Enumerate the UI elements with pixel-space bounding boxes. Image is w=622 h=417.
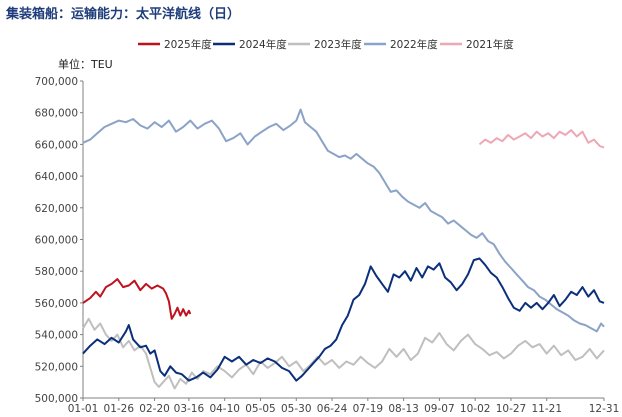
x-tick-label: 05-30	[281, 403, 312, 415]
y-tick-label: 540,000	[35, 330, 78, 342]
legend-label: 2024年度	[239, 38, 287, 51]
y-tick-label: 660,000	[35, 139, 78, 151]
x-tick-label: 05-05	[245, 403, 276, 415]
series-line-3	[82, 108, 605, 333]
x-tick-label: 04-10	[209, 403, 240, 415]
series-line-1	[82, 257, 605, 382]
y-tick-label: 580,000	[35, 266, 78, 278]
chart-title: 集装箱船：运输能力：太平洋航线（日）	[5, 6, 240, 22]
x-tick-label: 08-13	[388, 403, 419, 415]
y-tick-label: 700,000	[35, 76, 78, 88]
y-tick-label: 640,000	[35, 171, 78, 183]
x-tick-label: 06-24	[317, 403, 348, 415]
x-tick-label: 07-19	[353, 403, 384, 415]
chart-axes: 500,000 520,000 540,000 560,000 580,000 600,0…	[35, 76, 620, 415]
legend-label: 2023年度	[314, 38, 362, 51]
x-tick-label: 09-07	[424, 403, 455, 415]
series-line-4	[478, 129, 605, 149]
series-layer	[82, 108, 605, 390]
y-tick-label: 500,000	[35, 393, 78, 405]
x-tick-label: 12-31	[589, 403, 620, 415]
x-tick-label: 01-26	[104, 403, 135, 415]
series-line-2	[82, 317, 605, 390]
x-tick-label: 03-16	[174, 403, 205, 415]
x-tick-label: 01-01	[68, 403, 99, 415]
y-tick-label: 680,000	[35, 108, 78, 120]
legend-label: 2021年度	[466, 38, 514, 51]
x-tick-label: 10-02	[460, 403, 491, 415]
legend-label: 2025年度	[164, 38, 212, 51]
y-tick-label: 520,000	[35, 361, 78, 373]
x-tick-label: 02-20	[139, 403, 170, 415]
x-tick-label: 11-21	[531, 403, 562, 415]
legend-label: 2022年度	[390, 38, 438, 51]
unit-label: 单位：TEU	[58, 57, 113, 71]
y-tick-label: 620,000	[35, 203, 78, 215]
y-tick-label: 560,000	[35, 298, 78, 310]
x-tick-label: 10-27	[496, 403, 527, 415]
chart-legend: 2025年度 2024年度 2023年度 2022年度 2021年度	[138, 38, 514, 51]
series-line-0	[82, 278, 192, 320]
y-tick-label: 600,000	[35, 235, 78, 247]
